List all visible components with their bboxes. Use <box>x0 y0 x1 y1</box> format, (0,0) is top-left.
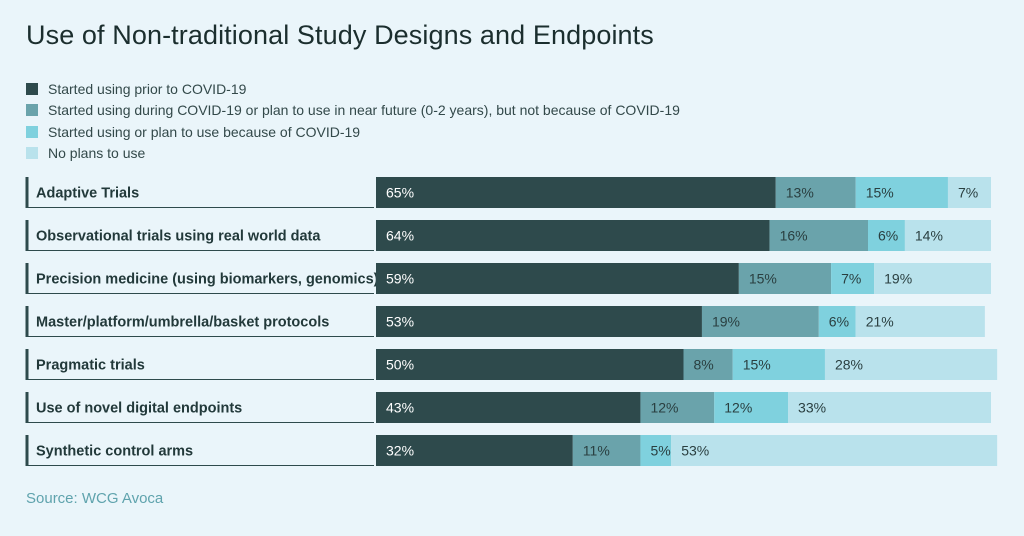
bar-segment <box>855 306 985 337</box>
data-label: 15% <box>749 271 777 287</box>
chart-title: Use of Non-traditional Study Designs and… <box>26 20 654 50</box>
data-label: 6% <box>829 314 849 330</box>
data-label: 28% <box>835 357 863 373</box>
bar-segment <box>572 435 641 466</box>
data-label: 5% <box>650 443 670 459</box>
bar-segment <box>683 349 733 380</box>
data-label: 50% <box>386 357 414 373</box>
data-label: 16% <box>780 228 808 244</box>
data-label: 53% <box>386 314 414 330</box>
bar-segment <box>824 349 998 380</box>
data-label: 11% <box>583 443 610 459</box>
bar-segment <box>376 263 739 294</box>
bar-segment <box>376 392 641 423</box>
category-label: Use of novel digital endpoints <box>36 401 242 417</box>
legend-label: Started using during COVID-19 or plan to… <box>48 102 680 119</box>
legend-item: Started using prior to COVID-19 <box>26 78 680 100</box>
bar-segment <box>855 177 948 208</box>
source-note: Source: WCG Avoca <box>26 490 164 507</box>
category-label: Synthetic control arms <box>36 444 193 460</box>
bar-segment <box>788 392 991 423</box>
data-label: 53% <box>681 443 709 459</box>
data-label: 8% <box>694 357 714 373</box>
bar-segment <box>671 435 998 466</box>
data-label: 12% <box>650 400 678 416</box>
bar-segment <box>904 220 991 251</box>
legend-label: Started using prior to COVID-19 <box>48 80 247 97</box>
bar-segment <box>947 177 991 208</box>
bar-segment <box>769 220 868 251</box>
bar-segment <box>376 220 770 251</box>
category-label: Observational trials using real world da… <box>36 229 321 245</box>
data-label: 6% <box>878 228 898 244</box>
bar-segment <box>701 306 819 337</box>
data-label: 65% <box>386 185 414 201</box>
bar-segment <box>640 435 672 466</box>
category-label: Pragmatic trials <box>36 358 145 374</box>
bar-segment <box>831 263 875 294</box>
bar-segment <box>376 306 702 337</box>
legend-item: Started using during COVID-19 or plan to… <box>26 100 680 122</box>
legend-item: Started using or plan to use because of … <box>26 121 680 143</box>
bar-segment <box>376 435 573 466</box>
data-label: 15% <box>866 185 894 201</box>
data-label: 19% <box>884 271 912 287</box>
bar-segment <box>732 349 825 380</box>
data-label: 7% <box>958 185 978 201</box>
legend-label: No plans to use <box>48 145 146 162</box>
legend-swatch <box>26 147 38 160</box>
data-label: 43% <box>386 400 414 416</box>
legend-swatch <box>26 104 38 117</box>
category-label: Adaptive Trials <box>36 186 139 202</box>
data-label: 12% <box>724 400 752 416</box>
bar-segment <box>818 306 856 337</box>
legend-label: Started using or plan to use because of … <box>48 123 361 140</box>
data-label: 7% <box>841 271 861 287</box>
legend-item: No plans to use <box>26 143 680 165</box>
data-label: 19% <box>712 314 740 330</box>
data-label: 32% <box>386 443 414 459</box>
bar-segment <box>714 392 789 423</box>
bar-segment <box>874 263 991 294</box>
data-label: 13% <box>786 185 814 201</box>
data-label: 21% <box>866 314 894 330</box>
legend-swatch <box>26 82 38 95</box>
category-label: Master/platform/umbrella/basket protocol… <box>36 315 329 331</box>
data-label: 64% <box>386 228 414 244</box>
bar-segment <box>640 392 715 423</box>
data-label: 59% <box>386 271 414 287</box>
bar-segment <box>376 349 684 380</box>
legend-swatch <box>26 125 38 138</box>
category-label: Precision medicine (using biomarkers, ge… <box>36 272 379 288</box>
data-label: 14% <box>915 228 943 244</box>
bar-segment <box>376 177 776 208</box>
data-label: 15% <box>743 357 771 373</box>
data-label: 33% <box>798 400 826 416</box>
bar-segment <box>775 177 856 208</box>
bar-segment <box>868 220 905 251</box>
legend: Started using prior to COVID-19 Started … <box>26 78 680 164</box>
bar-segment <box>738 263 832 294</box>
